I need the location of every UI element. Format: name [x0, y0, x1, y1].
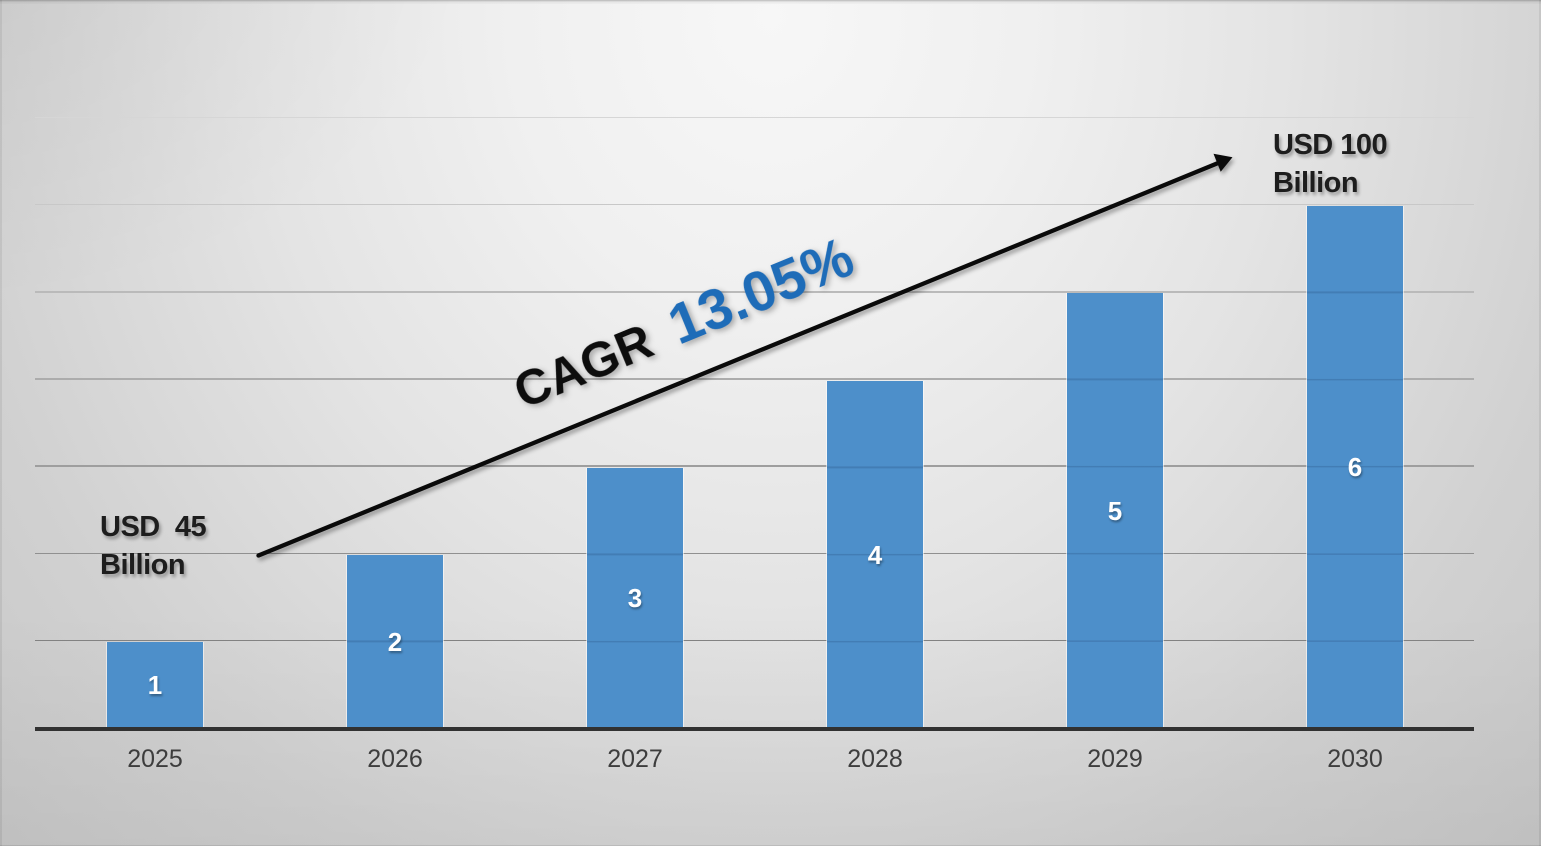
svg-text:CAGR13.05%: CAGR13.05%	[504, 225, 863, 421]
